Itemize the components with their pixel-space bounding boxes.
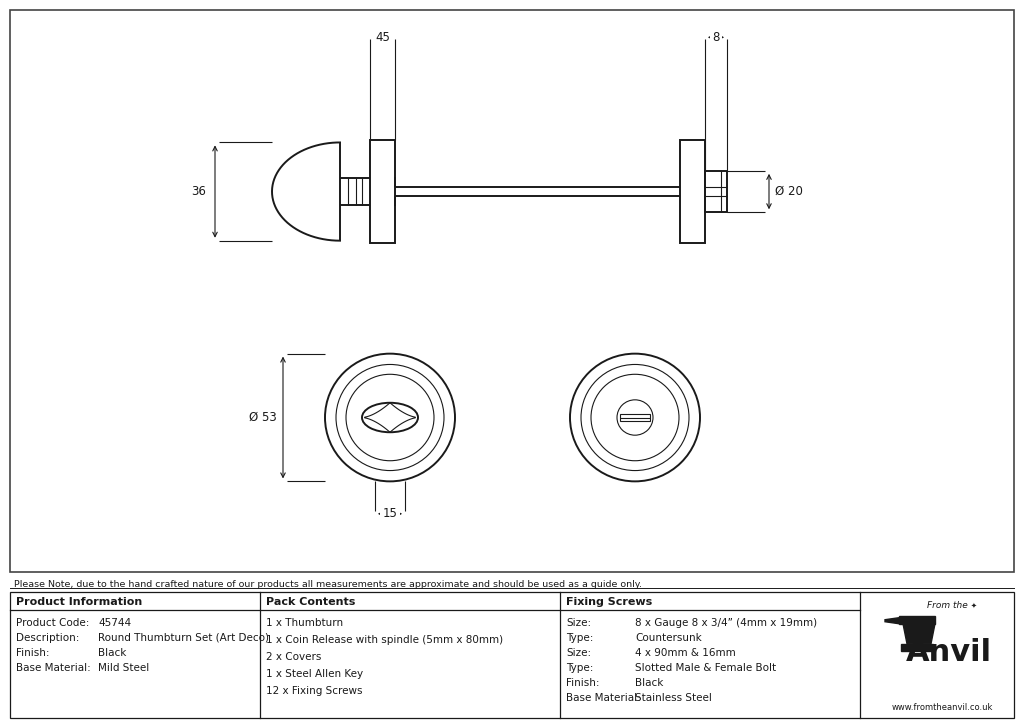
Polygon shape — [885, 618, 899, 624]
Text: 15: 15 — [383, 508, 397, 521]
Polygon shape — [903, 624, 935, 644]
Text: ✦: ✦ — [971, 603, 977, 608]
Bar — [899, 616, 935, 624]
Text: 1 x Thumbturn: 1 x Thumbturn — [266, 618, 343, 628]
Text: 36: 36 — [191, 185, 207, 198]
Text: Black: Black — [635, 678, 664, 688]
Text: Base Material:: Base Material: — [16, 663, 91, 673]
Text: Slotted Male & Female Bolt: Slotted Male & Female Bolt — [635, 663, 776, 673]
Bar — [370, 140, 395, 243]
Text: 1 x Coin Release with spindle (5mm x 80mm): 1 x Coin Release with spindle (5mm x 80m… — [266, 635, 503, 645]
Text: Mild Steel: Mild Steel — [98, 663, 150, 673]
Text: Anvil: Anvil — [906, 639, 992, 667]
Bar — [705, 171, 727, 212]
Text: Finish:: Finish: — [566, 678, 599, 688]
Text: 8 x Gauge 8 x 3/4” (4mm x 19mm): 8 x Gauge 8 x 3/4” (4mm x 19mm) — [635, 618, 817, 628]
Text: Ø 20: Ø 20 — [775, 185, 803, 198]
Text: Ø 53: Ø 53 — [249, 411, 276, 424]
Text: Stainless Steel: Stainless Steel — [635, 693, 712, 703]
Text: Black: Black — [98, 648, 126, 658]
Text: 2 x Covers: 2 x Covers — [266, 652, 322, 662]
Text: Finish:: Finish: — [16, 648, 49, 658]
Text: Countersunk: Countersunk — [635, 633, 701, 643]
Text: Size:: Size: — [566, 618, 591, 628]
Text: 45: 45 — [375, 31, 390, 44]
Bar — [620, 413, 650, 421]
Text: Type:: Type: — [566, 633, 593, 643]
Text: 4 x 90mm & 16mm: 4 x 90mm & 16mm — [635, 648, 736, 658]
Bar — [680, 140, 705, 243]
Text: Fixing Screws: Fixing Screws — [566, 597, 652, 607]
Text: Description:: Description: — [16, 633, 80, 643]
Text: Size:: Size: — [566, 648, 591, 658]
Text: Product Code:: Product Code: — [16, 618, 89, 628]
Bar — [901, 644, 933, 651]
Text: Pack Contents: Pack Contents — [266, 597, 355, 607]
Text: Please Note, due to the hand crafted nature of our products all measurements are: Please Note, due to the hand crafted nat… — [14, 580, 642, 589]
Text: 8: 8 — [713, 31, 720, 44]
Text: www.fromtheanvil.co.uk: www.fromtheanvil.co.uk — [891, 703, 992, 713]
Text: 1 x Steel Allen Key: 1 x Steel Allen Key — [266, 669, 364, 679]
Text: Round Thumbturn Set (Art Deco): Round Thumbturn Set (Art Deco) — [98, 633, 269, 643]
Text: Product Information: Product Information — [16, 597, 142, 607]
Text: 12 x Fixing Screws: 12 x Fixing Screws — [266, 686, 362, 696]
Text: 45744: 45744 — [98, 618, 131, 628]
Text: From the: From the — [927, 601, 968, 610]
Text: Type:: Type: — [566, 663, 593, 673]
Text: Base Material:: Base Material: — [566, 693, 641, 703]
